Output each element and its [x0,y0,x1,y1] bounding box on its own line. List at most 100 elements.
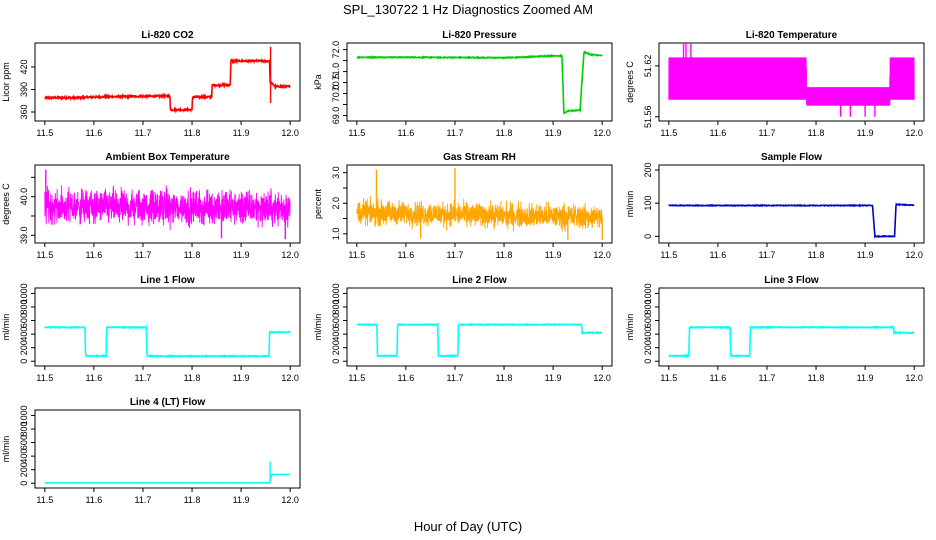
x-tick-label: 11.8 [184,250,201,260]
panel-5: Sample Flow ml/min 11.5 11.6 11.7 11.8 11.9 12.… [625,152,925,260]
x-tick-label: 11.7 [759,250,776,260]
y-tick-label: 600 [19,313,29,328]
panel-title: Line 2 Flow [452,275,507,286]
x-tick-label: 11.9 [233,373,250,383]
plot-frame [34,409,301,489]
x-tick-label: 12.0 [905,373,923,383]
y-axis-label: kPa [313,74,323,90]
y-tick-label: 400 [331,327,341,342]
y-tick-label: 400 [19,449,29,464]
y-tick-label: 0 [19,359,29,364]
y-axis-label: ml/min [1,436,11,463]
x-tick-label: 11.9 [857,373,874,383]
plot-frame [658,164,925,244]
panel-2: Li-820 Temperature degrees C 11.5 11.6 11.7 1… [625,30,925,138]
y-tick-label: 0 [19,481,29,486]
x-tick-label: 12.0 [281,250,299,260]
y-tick-label: 72.0 [331,41,341,59]
y-tick-label: 71.0 [331,63,341,81]
x-tick-label: 11.6 [709,373,726,383]
plot-frame [658,287,925,367]
x-tick-label: 11.9 [233,495,250,505]
x-tick-label: 12.0 [593,373,611,383]
series-line [356,50,603,115]
plot-frame [346,164,613,244]
y-tick-label: 0 [643,234,653,239]
x-tick-label: 11.9 [233,128,250,138]
y-tick-label: 1.0 [331,228,341,241]
y-tick-label: 600 [643,313,653,328]
y-tick-label: 600 [19,435,29,450]
plot-frame [658,42,925,122]
panel-title: Line 4 (LT) Flow [130,397,206,408]
x-tick-label: 12.0 [905,250,923,260]
y-tick-label: 3.0 [331,166,341,179]
x-tick-label: 11.8 [184,128,201,138]
plot-frame [34,42,301,122]
x-tick-label: 12.0 [281,128,299,138]
y-tick-label: 1000 [643,283,653,303]
panel-9: Line 4 (LT) Flow ml/min 11.5 11.6 11.7 11.8 11… [1,397,301,505]
y-tick-label: 69.0 [331,107,341,125]
x-tick-label: 12.0 [593,250,611,260]
x-tick-label: 11.7 [135,128,152,138]
x-tick-label: 11.8 [496,250,513,260]
y-tick-label: 390 [19,82,29,97]
x-tick-label: 11.5 [348,128,365,138]
panel-7: Line 2 Flow ml/min 11.5 11.6 11.7 11.8 11.9 12.… [313,275,613,383]
y-tick-label: 51.56 [643,105,653,128]
y-tick-label: 800 [19,299,29,314]
x-tick-label: 11.7 [135,495,152,505]
x-tick-label: 11.7 [447,373,464,383]
y-tick-label: 200 [19,340,29,355]
x-tick-label: 11.8 [184,373,201,383]
y-tick-label: 200 [643,340,653,355]
plot-frame [34,164,301,244]
x-tick-label: 11.8 [808,250,825,260]
y-tick-label: 420 [19,59,29,74]
y-tick-label: 600 [331,313,341,328]
y-tick-label: 1000 [331,283,341,303]
y-tick-label: 1000 [19,283,29,303]
plot-frame [34,287,301,367]
x-tick-label: 11.8 [496,128,513,138]
x-tick-label: 11.5 [348,373,365,383]
x-tick-label: 11.6 [709,128,726,138]
y-tick-label: 360 [19,104,29,119]
x-tick-label: 11.5 [660,128,677,138]
x-tick-label: 11.7 [759,128,776,138]
y-tick-label: 40.0 [19,188,29,206]
y-tick-label: 70.5 [331,74,341,92]
x-tick-label: 11.5 [36,250,53,260]
y-axis-label: ml/min [625,314,635,341]
panel-1: Li-820 Pressure kPa 11.5 11.6 11.7 11.8 11.9 12… [313,30,613,138]
series-line [356,196,603,232]
y-tick-label: 200 [331,340,341,355]
panel-title: Ambient Box Temperature [105,152,230,163]
y-tick-label: 2.0 [331,197,341,210]
x-tick-label: 12.0 [281,373,299,383]
panel-title: Sample Flow [761,152,822,163]
y-axis-label: ml/min [313,314,323,341]
x-tick-label: 11.9 [545,373,562,383]
x-tick-label: 11.9 [545,128,562,138]
y-tick-label: 400 [19,327,29,342]
figure-title: SPL_130722 1 Hz Diagnostics Zoomed AM [343,2,593,17]
panel-title: Gas Stream RH [443,152,516,163]
x-tick-label: 11.8 [184,495,201,505]
y-tick-label: 39.0 [19,227,29,245]
x-tick-label: 11.6 [85,495,102,505]
y-axis-label: Licor ppm [1,62,11,102]
y-axis-label: ml/min [1,314,11,341]
series-line [44,324,291,359]
y-tick-label: 800 [19,421,29,436]
panel-title: Li-820 Pressure [442,30,517,41]
x-tick-label: 11.6 [397,250,414,260]
plot-frame [346,287,613,367]
x-tick-label: 11.6 [709,250,726,260]
x-tick-label: 11.9 [545,250,562,260]
x-tick-label: 11.9 [857,250,874,260]
x-tick-label: 11.6 [397,128,414,138]
x-tick-label: 11.8 [496,373,513,383]
y-axis-label: ml/min [625,191,635,218]
